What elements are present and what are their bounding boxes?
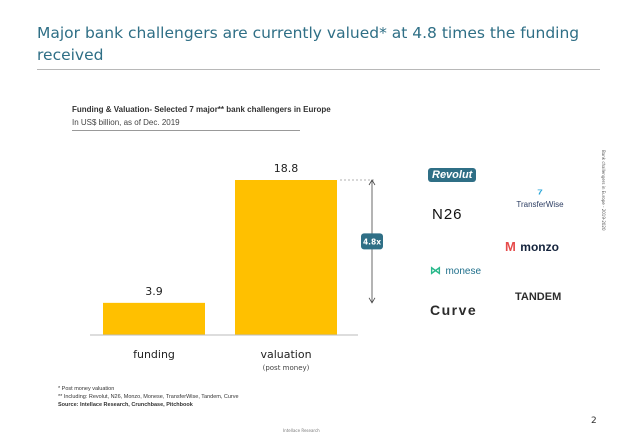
bar-funding	[103, 302, 205, 335]
page-number: 2	[591, 416, 597, 426]
category-sublabel-valuation: (post money)	[263, 364, 310, 372]
logo-n26: N26	[432, 206, 463, 224]
value-label-valuation: 18.8	[274, 162, 299, 175]
transferwise-logo-text: TransferWise	[516, 200, 564, 209]
logo-curve: Curve	[430, 302, 477, 320]
footer-text: Intellace Research	[283, 428, 320, 433]
category-label-funding: funding	[133, 348, 175, 361]
monzo-logo-text: monzo	[520, 240, 559, 254]
logo-transferwise: ⁷ TransferWise	[512, 186, 568, 209]
chart-title: Funding & Valuation- Selected 7 major** …	[72, 105, 331, 114]
bracket-arrow-down	[368, 297, 376, 304]
multiplier-label: 4.8x	[363, 237, 381, 246]
monese-logo-text: monese	[445, 266, 482, 277]
footnote-2: ** Including: Revolut, N26, Monzo, Mones…	[58, 394, 239, 400]
bracket-arrow-up	[368, 179, 376, 186]
footnote-1: * Post money valuation	[58, 386, 115, 392]
revolut-logo-text: Revolut	[428, 168, 477, 182]
title-divider	[37, 69, 600, 70]
logo-revolut: Revolut	[428, 165, 477, 183]
slide-title: Major bank challengers are currently val…	[37, 24, 580, 64]
footnotes: * Post money valuation ** Including: Rev…	[58, 385, 239, 409]
multiplier-badge	[361, 233, 383, 250]
monese-mark-icon: ⋈	[430, 265, 441, 277]
monzo-m-icon: M	[505, 239, 516, 254]
n26-logo-text: N26	[432, 206, 463, 223]
tandem-logo-text: TANDEM	[515, 291, 562, 303]
bar-valuation	[235, 180, 337, 335]
source-note: Source: Intellace Research, Crunchbase, …	[58, 402, 193, 408]
transferwise-mark-icon: ⁷	[537, 185, 543, 201]
chart-subtitle: In US$ billion, as of Dec. 2019	[72, 118, 180, 127]
curve-logo-text: Curve	[430, 302, 478, 318]
logo-monese: ⋈ monese	[430, 261, 481, 279]
category-label-valuation: valuation	[260, 348, 311, 361]
value-label-funding: 3.9	[145, 285, 163, 298]
side-label: Bank challengers in Europe - 2019-2020	[601, 150, 606, 231]
logo-monzo: M monzo	[505, 238, 559, 256]
logo-tandem: TANDEM	[515, 287, 561, 305]
chart-title-divider	[72, 130, 300, 131]
